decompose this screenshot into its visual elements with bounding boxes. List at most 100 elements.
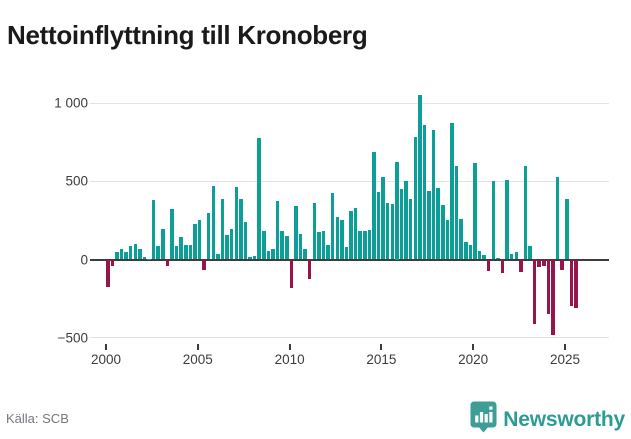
bar — [390, 203, 395, 260]
bar — [266, 250, 271, 260]
bar — [211, 185, 216, 260]
bar — [459, 218, 463, 260]
y-axis-label: 1 000 — [54, 95, 88, 111]
bar — [519, 259, 523, 272]
gridline — [90, 102, 609, 104]
bar — [395, 161, 399, 260]
bar — [344, 246, 349, 260]
bar — [115, 252, 119, 260]
bar — [353, 207, 358, 260]
bar — [289, 259, 294, 289]
bar — [367, 229, 372, 260]
bar — [202, 259, 206, 271]
gridline — [90, 337, 609, 339]
bar — [505, 179, 509, 260]
bar — [142, 257, 147, 260]
bar — [450, 123, 454, 260]
bar — [528, 246, 532, 260]
bar — [294, 205, 298, 260]
bar — [537, 259, 541, 268]
x-axis-tick — [472, 344, 475, 350]
bar — [454, 165, 459, 260]
bar — [151, 200, 156, 260]
bar — [307, 259, 312, 280]
bar — [358, 231, 362, 260]
bar — [179, 236, 183, 260]
bar — [500, 259, 505, 273]
bar — [243, 221, 248, 260]
bar — [197, 220, 202, 260]
bar — [262, 230, 266, 260]
bar — [138, 249, 142, 260]
bar — [252, 256, 257, 260]
bar — [193, 223, 197, 260]
bar — [399, 189, 404, 260]
bar — [555, 176, 560, 260]
bar — [170, 209, 174, 260]
bar — [234, 186, 239, 260]
bar — [119, 248, 124, 260]
bar — [404, 181, 408, 260]
x-axis-tick — [564, 344, 566, 350]
bar — [431, 129, 436, 260]
bar — [542, 259, 546, 266]
gridline — [90, 180, 609, 182]
bar — [372, 151, 376, 260]
newsworthy-badge-chart-icon — [470, 401, 497, 438]
y-axis-label: −500 — [57, 330, 88, 346]
x-axis-label: 2005 — [182, 352, 213, 367]
bar — [124, 252, 128, 260]
bar — [574, 259, 578, 308]
bar — [225, 235, 229, 260]
bar — [303, 248, 307, 260]
bar — [340, 219, 344, 260]
bar — [408, 198, 413, 260]
bar — [385, 203, 390, 260]
bar — [363, 231, 367, 260]
bar — [560, 259, 564, 271]
bar — [422, 124, 427, 260]
zero-line — [90, 258, 609, 261]
bar — [551, 259, 555, 336]
bar — [257, 137, 261, 260]
x-axis-label: 2020 — [458, 352, 489, 367]
bar — [248, 257, 252, 260]
bar — [128, 246, 133, 260]
bar — [229, 229, 234, 260]
bar — [509, 254, 514, 260]
bar — [427, 191, 431, 260]
bar — [165, 259, 170, 266]
bar — [317, 232, 321, 260]
bar — [413, 136, 418, 260]
bar — [482, 254, 486, 260]
bar — [330, 193, 335, 260]
bar — [285, 236, 289, 260]
bar — [473, 163, 477, 260]
bar — [335, 217, 339, 260]
bar — [174, 246, 179, 260]
bar — [486, 259, 491, 272]
bar — [546, 259, 551, 315]
bar — [106, 259, 110, 287]
bar — [271, 248, 275, 260]
bar — [156, 246, 160, 260]
page-title: Nettoinflyttning till Kronoberg — [7, 20, 368, 51]
bar — [206, 212, 211, 260]
bar — [275, 200, 280, 260]
bar — [565, 199, 569, 260]
bar — [418, 95, 422, 260]
bar — [381, 176, 385, 260]
bar — [321, 230, 326, 260]
bar — [326, 244, 330, 260]
bar — [514, 251, 518, 260]
bar — [468, 245, 473, 260]
y-axis-label: 500 — [65, 173, 88, 189]
bar — [133, 243, 138, 260]
bar — [436, 187, 440, 260]
newsworthy-wordmark: Newsworthy — [503, 407, 625, 431]
bar — [220, 199, 225, 260]
bar — [376, 192, 381, 260]
y-axis-label: 0 — [80, 252, 88, 267]
bar — [569, 259, 574, 307]
